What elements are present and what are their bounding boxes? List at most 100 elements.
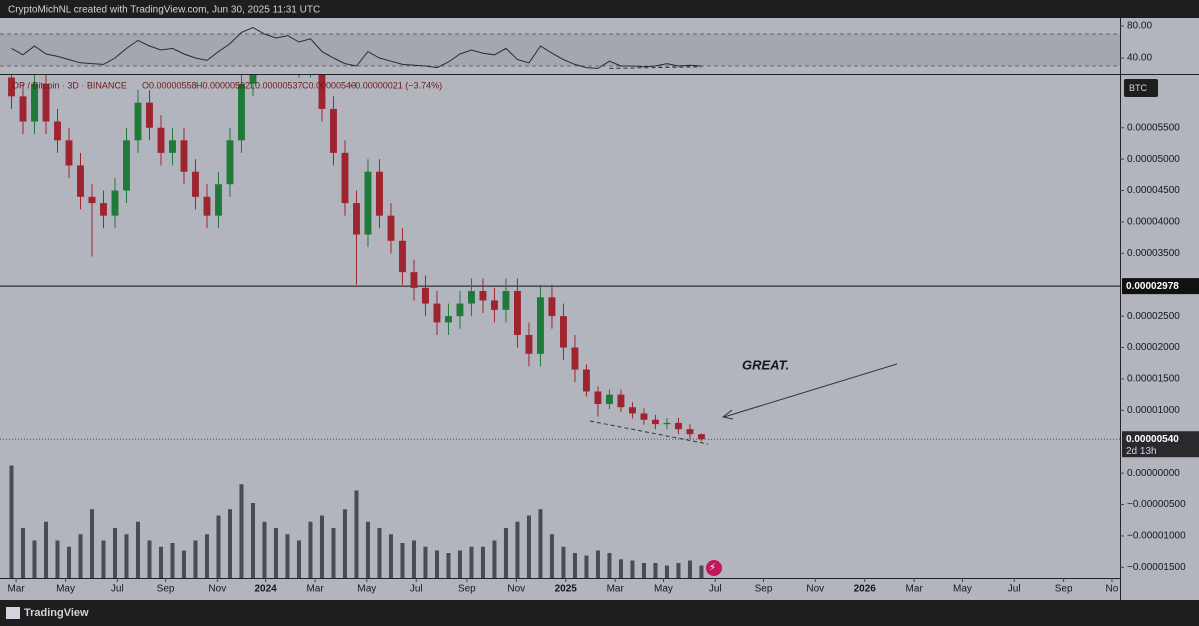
volume-bar [388, 534, 393, 578]
footer: TradingView [24, 607, 89, 619]
candle-body [123, 140, 130, 191]
volume-bar [342, 509, 347, 578]
volume-bar [331, 528, 336, 578]
x-tick-label: Sep [755, 584, 773, 595]
candle-body [146, 102, 153, 128]
currency-badge [1124, 79, 1158, 97]
volume-bar [101, 540, 106, 578]
volume-bar [124, 534, 129, 578]
x-tick-label: Nov [806, 584, 824, 595]
candle-body [42, 83, 50, 122]
x-tick-label: May [654, 584, 673, 595]
candle-body [422, 287, 429, 304]
y-tick-label: 0.00003500 [1127, 248, 1180, 259]
candle-body [192, 171, 199, 197]
volume-bar [193, 540, 198, 578]
x-tick-label: Jul [1008, 584, 1021, 595]
candle-body [433, 303, 441, 323]
candle-body [651, 419, 659, 425]
candle-body [330, 108, 337, 153]
volume-bar [239, 484, 244, 578]
logo [6, 607, 20, 619]
volume-bar [43, 521, 49, 578]
volume-bar [664, 565, 669, 578]
x-tick-label: Mar [306, 584, 324, 595]
volume-bar [492, 540, 497, 578]
rsi-tick-label: 40.00 [1127, 53, 1152, 64]
volume-bar [9, 465, 14, 578]
arrow [723, 363, 898, 418]
volume-bar [250, 503, 255, 578]
candle-body [111, 190, 119, 216]
volume-bar [135, 521, 140, 578]
level-badge [1122, 278, 1199, 295]
x-tick-label: No [1106, 584, 1119, 595]
annotation: GREAT. [742, 357, 789, 372]
volume-bar [572, 553, 577, 578]
candle-body [514, 291, 521, 335]
x-tick-label: May [953, 584, 972, 595]
volume-bar [158, 546, 163, 578]
volume-bar [204, 534, 209, 578]
volume-bar [503, 528, 508, 578]
x-tick-label: Jul [111, 584, 124, 595]
volume-bar [78, 534, 83, 578]
legend-symbol: OP / Bitcoin · 3D · BINANCE [12, 80, 127, 90]
volume-bar [377, 528, 382, 578]
volume-bar [480, 546, 485, 578]
y-tick-label: 0.00002000 [1127, 342, 1180, 353]
volume-bar [515, 521, 520, 578]
volume-bar [584, 555, 589, 578]
candle-body [445, 316, 452, 323]
candle-body [364, 171, 372, 235]
volume-bar [262, 521, 267, 578]
legend-high: H0.00000562 [196, 80, 250, 90]
header: CryptoMichNL created with TradingView.co… [8, 5, 320, 16]
x-tick-label: May [357, 584, 376, 595]
event-icon [706, 560, 722, 576]
volume-bar [457, 550, 462, 578]
volume-bar [112, 528, 118, 578]
volume-bar [549, 534, 554, 578]
x-tick-label: Jul [410, 584, 423, 595]
candle-body [628, 407, 636, 414]
volume-bar [618, 559, 623, 578]
candle-body [226, 140, 234, 185]
volume-bar [32, 540, 37, 578]
y-tick-label: 0.00005000 [1127, 154, 1180, 165]
volume-bar [411, 540, 416, 578]
legend-change: −0.00000021 (−3.74%) [350, 80, 442, 90]
candle-body [582, 369, 590, 392]
candle-body [169, 140, 176, 153]
y-tick-label: −0.00001000 [1127, 531, 1186, 542]
volume-bar [526, 515, 531, 578]
y-tick-label: −0.00000500 [1127, 499, 1186, 510]
x-tick-label: 2025 [555, 584, 578, 595]
volume-bar [423, 546, 428, 578]
last-price-badge [1122, 431, 1199, 458]
candle-body [605, 394, 613, 405]
candle-body [456, 303, 464, 317]
x-tick-label: Mar [7, 584, 25, 595]
x-tick-label: May [56, 584, 75, 595]
candle-body [77, 165, 84, 197]
candle-body [537, 297, 544, 354]
y-tick-label: 0.00001500 [1127, 374, 1180, 385]
candle-body [525, 334, 533, 354]
x-tick-label: 2026 [854, 584, 877, 595]
volume-bar [354, 490, 359, 578]
last-price-label: 0.00000540 [1126, 434, 1179, 445]
volume-bar [434, 550, 439, 578]
x-tick-label: Sep [1055, 584, 1073, 595]
volume-bar [216, 515, 221, 578]
candle-body [180, 140, 188, 172]
trendline [589, 420, 709, 445]
candle-body [65, 140, 73, 166]
volume-bar [319, 515, 324, 578]
x-tick-label: Jul [709, 584, 722, 595]
volume-bar [676, 563, 681, 578]
volume-bar [538, 509, 543, 578]
volume-bar [273, 528, 278, 578]
candle-body [387, 215, 395, 241]
